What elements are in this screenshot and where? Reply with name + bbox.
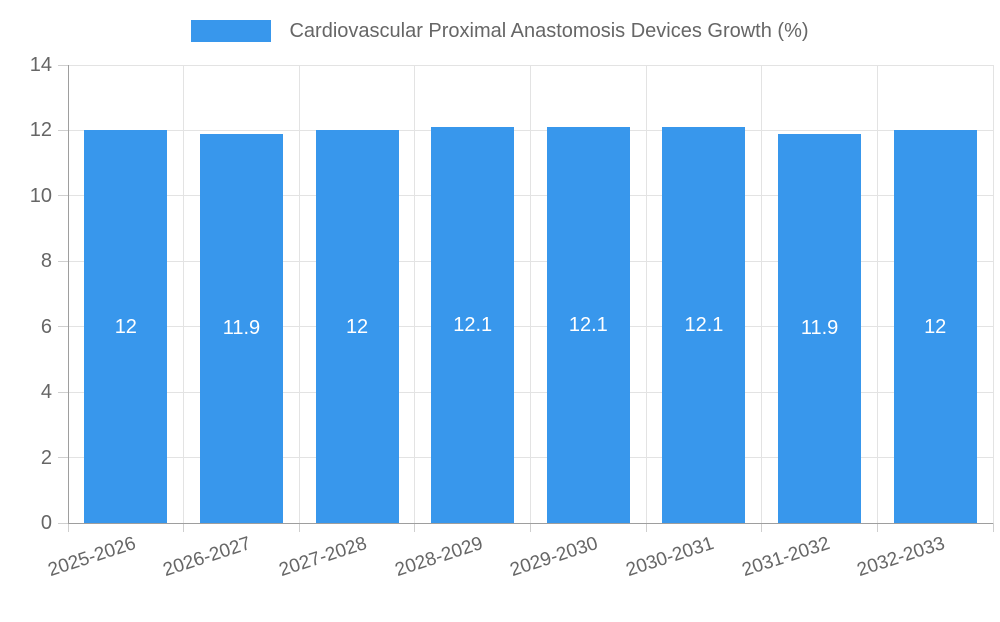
y-tick-label: 12 (29, 119, 52, 142)
x-tick-label: 2030-2031 (623, 533, 717, 582)
x-tick-mark (530, 523, 531, 532)
chart-title: Cardiovascular Proximal Anastomosis Devi… (289, 20, 809, 42)
y-tick-label: 6 (40, 315, 52, 338)
x-gridline (298, 65, 300, 523)
bar-value-label: 11.9 (800, 317, 839, 340)
bar-value-label: 12.1 (568, 314, 608, 337)
x-tick-label: 2027-2028 (276, 533, 370, 582)
y-tick-label: 4 (40, 381, 52, 404)
y-tick-mark (58, 64, 68, 66)
y-axis-line (67, 65, 69, 524)
bar-value-label: 12.1 (453, 314, 493, 337)
bar-value-label: 12.1 (684, 314, 724, 337)
bar: 12.1 (662, 127, 746, 523)
y-gridline-top (68, 64, 993, 66)
y-tick-mark (58, 522, 68, 524)
plot-area: 0 2 4 6 8 10 12 14 12 11.9 12 12.1 12.1 12.1 11.9 12 202… (29, 54, 994, 581)
x-tick-mark (761, 523, 763, 532)
bar: 12 (315, 130, 399, 523)
x-gridline (414, 65, 416, 523)
x-gridline (992, 65, 994, 523)
x-tick-label: 2026-2027 (161, 533, 254, 582)
x-gridline (761, 65, 763, 523)
bar: 11.9 (199, 133, 283, 523)
x-tick-mark (876, 523, 878, 532)
bar: 12 (84, 130, 168, 523)
x-tick-label: 2028-2029 (392, 533, 486, 582)
bar: 12 (893, 130, 977, 523)
x-gridline (183, 65, 185, 523)
chart-legend-item[interactable]: Cardiovascular Proximal Anastomosis Devi… (0, 18, 1000, 44)
bar: 11.9 (778, 133, 862, 523)
y-tick-label: 14 (29, 54, 52, 76)
bar-chart: Cardiovascular Proximal Anastomosis Devi… (0, 18, 1000, 581)
bar-value-label: 12 (114, 315, 137, 338)
x-tick-label: 2029-2030 (507, 533, 601, 582)
bar-value-label: 11.9 (222, 317, 261, 340)
y-tick-label: 10 (29, 184, 52, 207)
bar: 12.1 (431, 127, 515, 523)
y-tick-mark (58, 326, 68, 328)
y-tick-label: 2 (40, 446, 52, 469)
y-tick-label: 0 (40, 512, 52, 534)
x-tick-label: 2032-2033 (854, 533, 948, 582)
y-tick-mark (58, 391, 68, 393)
y-tick-mark (58, 260, 68, 262)
y-tick-label: 8 (40, 250, 52, 273)
x-tick-mark (183, 523, 185, 532)
x-gridline (876, 65, 878, 523)
legend-swatch-icon (191, 20, 272, 42)
bar: 12.1 (546, 127, 630, 523)
x-tick-mark (414, 523, 416, 532)
bar-value-label: 12 (345, 315, 369, 338)
y-tick-mark (58, 457, 68, 459)
x-tick-mark (298, 523, 300, 532)
y-tick-mark (58, 129, 68, 131)
x-tick-label: 2031-2032 (739, 533, 833, 582)
x-gridline (530, 65, 531, 523)
x-tick-mark (992, 523, 994, 532)
y-tick-mark (58, 195, 68, 197)
bar-value-label: 12 (924, 315, 947, 338)
x-tick-mark (67, 523, 69, 532)
x-gridline (645, 65, 647, 523)
x-axis-line (68, 522, 993, 524)
x-tick-mark (645, 523, 647, 532)
